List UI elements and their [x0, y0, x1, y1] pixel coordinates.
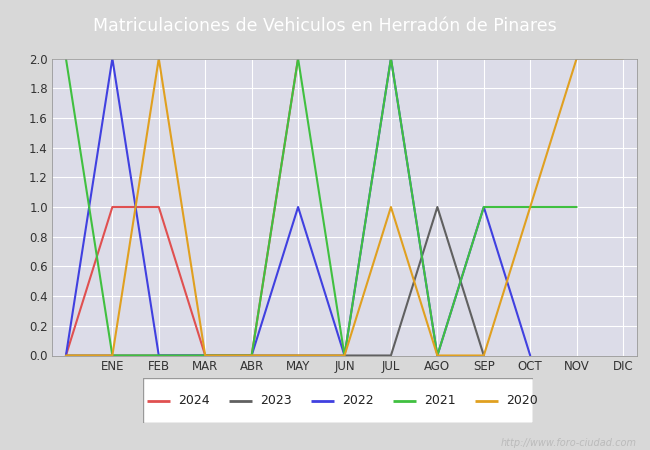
Text: Matriculaciones de Vehiculos en Herradón de Pinares: Matriculaciones de Vehiculos en Herradón… — [93, 17, 557, 35]
Text: http://www.foro-ciudad.com: http://www.foro-ciudad.com — [501, 438, 637, 448]
Text: 2021: 2021 — [424, 394, 456, 407]
FancyBboxPatch shape — [143, 378, 533, 423]
Text: 2022: 2022 — [342, 394, 374, 407]
Text: 2024: 2024 — [178, 394, 210, 407]
Text: 2020: 2020 — [506, 394, 538, 407]
Text: 2023: 2023 — [260, 394, 292, 407]
